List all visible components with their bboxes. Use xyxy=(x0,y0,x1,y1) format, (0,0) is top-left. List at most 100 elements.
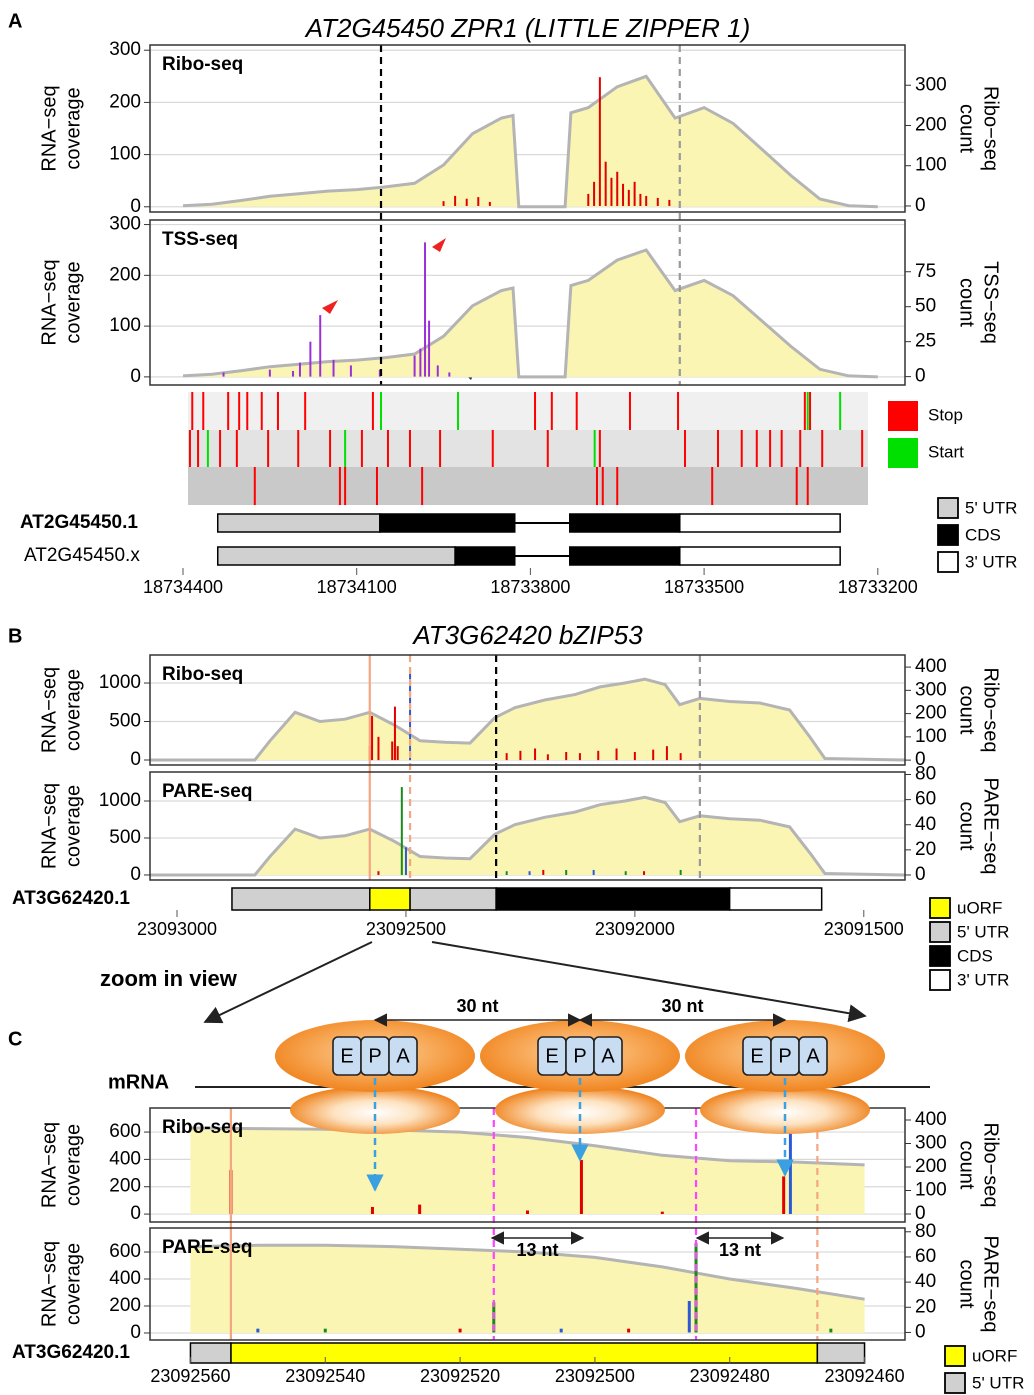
legend-label: 5' UTR xyxy=(965,498,1017,517)
count-bar xyxy=(660,1211,664,1215)
ribosome-site xyxy=(798,1036,828,1076)
count-bar xyxy=(559,1328,563,1333)
count-bar xyxy=(694,1243,698,1333)
count-bar xyxy=(505,871,508,875)
y2-tick-label: 80 xyxy=(915,764,936,785)
y2-axis-label: count xyxy=(956,802,978,851)
count-bar xyxy=(592,869,595,875)
legend-label: 5' UTR xyxy=(957,922,1009,941)
y2-tick-label: 400 xyxy=(915,1109,947,1130)
arrowhead xyxy=(432,238,446,252)
coverage-area xyxy=(150,797,905,875)
count-bar xyxy=(458,1328,462,1333)
count-bar xyxy=(400,787,403,875)
x-tick-label: 23092500 xyxy=(366,919,446,939)
count-bar xyxy=(565,751,568,761)
count-bar xyxy=(505,753,508,761)
y2-tick-label: 300 xyxy=(915,74,947,95)
coverage-line xyxy=(182,248,878,379)
y-tick-label: 600 xyxy=(109,1241,141,1262)
count-bar xyxy=(393,706,396,761)
coverage-line xyxy=(150,677,906,762)
y-tick-label: 0 xyxy=(130,864,141,885)
count-bar xyxy=(587,193,590,206)
track-frame xyxy=(149,44,906,213)
x-tick-label: 23092460 xyxy=(825,1366,905,1386)
gene-cds xyxy=(454,546,516,566)
legend-label: Start xyxy=(928,442,964,461)
count-bar xyxy=(679,753,682,761)
gene-utr5 xyxy=(231,887,371,911)
y-tick-label: 600 xyxy=(109,1121,141,1142)
frame-row xyxy=(188,467,868,505)
x-tick-label: 23091500 xyxy=(824,919,904,939)
site-label: P xyxy=(368,1045,381,1067)
legend-swatch xyxy=(937,524,959,546)
legend-swatch xyxy=(929,897,951,919)
x-tick-label: 18733500 xyxy=(664,577,744,597)
ribosome-site xyxy=(593,1036,623,1076)
site-label: E xyxy=(340,1045,353,1067)
y2-tick-label: 400 xyxy=(915,656,947,677)
y2-tick-label: 75 xyxy=(915,261,936,282)
legend-swatch xyxy=(888,438,918,468)
count-bar xyxy=(292,371,295,377)
count-bar xyxy=(679,869,682,875)
legend-label: 3' UTR xyxy=(957,970,1009,989)
count-bar xyxy=(298,362,301,377)
y2-axis-label: count xyxy=(956,1141,978,1190)
legend-swatch xyxy=(937,497,959,519)
count-bar xyxy=(477,197,480,206)
gene-cds xyxy=(495,887,731,911)
panel-title: AT2G45450 ZPR1 (LITTLE ZIPPER 1) xyxy=(304,13,751,43)
count-bar xyxy=(782,1176,786,1215)
legend-label: CDS xyxy=(957,946,993,965)
legend-swatch xyxy=(929,945,951,967)
gene-utr3 xyxy=(679,546,841,566)
y-tick-label: 500 xyxy=(109,827,141,848)
count-bar xyxy=(627,189,630,206)
count-bar xyxy=(319,315,322,377)
count-bar xyxy=(656,197,659,206)
gene-utr5 xyxy=(216,513,381,533)
site-label: A xyxy=(396,1045,410,1067)
y-axis-label: coverage xyxy=(62,1124,84,1206)
count-bar xyxy=(668,199,671,206)
count-bar xyxy=(593,181,596,206)
count-bar xyxy=(409,669,412,761)
y2-tick-label: 300 xyxy=(915,679,947,700)
y2-tick-label: 80 xyxy=(915,1221,936,1242)
legend-swatch xyxy=(944,1345,966,1367)
gene-name: AT3G62420.1 xyxy=(12,1342,130,1363)
y2-tick-label: 50 xyxy=(915,296,936,317)
count-bar xyxy=(665,746,668,761)
y2-axis-label: count xyxy=(956,686,978,735)
site-label: A xyxy=(601,1045,615,1067)
y-tick-label: 1000 xyxy=(99,790,141,811)
y2-axis-label: Ribo−seq xyxy=(980,1122,1002,1207)
mrna-label: mRNA xyxy=(108,1071,169,1093)
count-bar xyxy=(448,372,451,377)
legend-label: uORF xyxy=(957,898,1002,917)
y-tick-label: 400 xyxy=(109,1148,141,1169)
y2-tick-label: 0 xyxy=(915,749,926,770)
legend-swatch xyxy=(944,1372,966,1394)
x-tick-label: 18734100 xyxy=(317,577,397,597)
x-tick-label: 23092500 xyxy=(555,1366,635,1386)
gene-name: AT2G45450.1 xyxy=(20,512,138,533)
gene-utr5 xyxy=(409,887,497,911)
count-bar xyxy=(488,201,491,206)
y-axis-label: RNA−seq xyxy=(38,783,60,869)
y2-tick-label: 200 xyxy=(915,114,947,135)
arrowhead xyxy=(322,300,338,314)
coverage-area xyxy=(190,1128,865,1215)
count-bar xyxy=(309,341,312,377)
x-tick-label: 18733200 xyxy=(838,577,918,597)
site-label: E xyxy=(750,1045,763,1067)
x-tick-label: 23092540 xyxy=(285,1366,365,1386)
y2-axis-label: TSS−seq xyxy=(980,261,1002,344)
y-tick-label: 400 xyxy=(109,1268,141,1289)
count-bar xyxy=(396,746,399,761)
y-tick-label: 0 xyxy=(130,196,141,217)
y2-tick-label: 40 xyxy=(915,814,936,835)
